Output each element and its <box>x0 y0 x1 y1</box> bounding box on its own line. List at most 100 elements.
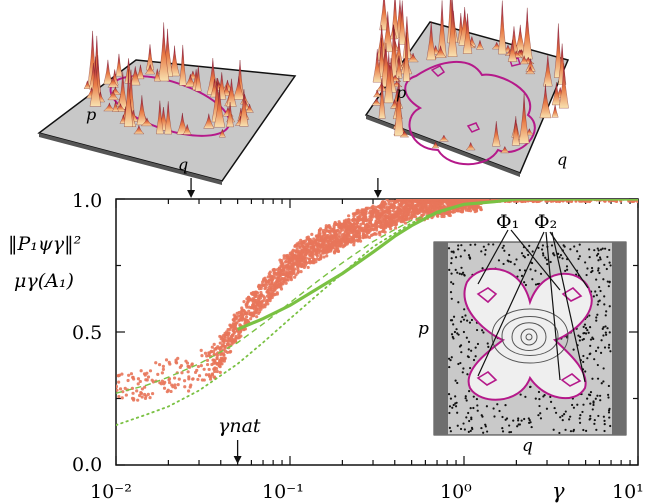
scatter-point <box>171 385 175 389</box>
scatter-point <box>359 222 363 226</box>
inset-dot <box>458 272 461 275</box>
scatter-point <box>297 249 302 253</box>
scatter-point <box>257 307 261 311</box>
inset-dot <box>604 314 607 317</box>
scatter-point <box>439 199 443 203</box>
inset-dot <box>604 331 607 334</box>
scatter-point <box>306 243 310 247</box>
scatter-point <box>279 277 283 281</box>
scatter-point <box>183 385 187 389</box>
top-left-p-label: p <box>86 105 96 124</box>
inset-dot <box>599 351 603 354</box>
inset-dot <box>456 411 459 414</box>
inset-left-bar <box>434 242 448 435</box>
peak <box>543 54 553 87</box>
inset-dot <box>452 323 455 326</box>
scatter-point <box>460 207 464 211</box>
scatter-point <box>220 357 225 362</box>
scatter-point <box>368 206 373 210</box>
inset-dot <box>509 260 512 263</box>
scatter-point <box>406 209 410 214</box>
inset-dot <box>602 380 605 383</box>
top-left-surface-panel: p q <box>37 22 297 185</box>
top-panel-arrows <box>187 178 382 198</box>
inset-dot <box>452 282 455 285</box>
inset-dot <box>550 244 554 247</box>
peak <box>103 59 113 85</box>
scatter-point <box>433 207 438 211</box>
scatter-point <box>316 251 321 255</box>
scatter-point <box>225 350 230 354</box>
peak <box>492 121 501 147</box>
scatter-point <box>268 278 272 282</box>
inset-dot <box>578 243 581 246</box>
scatter-point <box>401 210 405 215</box>
scatter-point <box>337 225 341 229</box>
scatter-point <box>276 272 280 276</box>
top-right-curve <box>404 61 536 166</box>
peak <box>398 0 406 45</box>
inset-dot <box>606 255 609 259</box>
scatter-point <box>232 318 236 322</box>
inset-dot <box>597 269 600 272</box>
peak <box>447 0 458 57</box>
peak <box>112 101 119 112</box>
peak <box>402 16 412 59</box>
scatter-point <box>131 375 135 379</box>
scatter-point <box>186 389 191 393</box>
inset-dot <box>597 259 600 262</box>
scatter-point <box>435 199 439 202</box>
scatter-point <box>282 279 286 284</box>
scatter-point <box>242 300 246 304</box>
scatter-point <box>436 214 440 218</box>
peak <box>518 93 530 144</box>
inset-dot <box>523 256 527 259</box>
scatter-point <box>230 340 234 344</box>
scatter-point <box>374 205 378 209</box>
scatter-point <box>227 338 232 342</box>
inset-dot <box>583 331 586 335</box>
inset-dot <box>606 280 609 283</box>
scatter-point <box>249 291 254 295</box>
y-label-measure: μγ(A₁) <box>14 270 74 292</box>
inset-dot <box>603 263 606 266</box>
scatter-point <box>345 240 349 245</box>
scatter-point <box>117 380 121 384</box>
inset-dot <box>528 419 531 422</box>
inset-dot <box>602 334 605 337</box>
peak <box>437 0 447 57</box>
inset-dot <box>468 256 472 260</box>
inset-dot <box>572 348 575 351</box>
scatter-point <box>226 336 230 340</box>
inset-dot <box>450 262 453 265</box>
scatter-point <box>154 361 158 365</box>
peak <box>500 145 510 154</box>
inset-dot <box>549 260 552 264</box>
scatter-point <box>446 204 450 208</box>
inset-dot <box>602 367 605 370</box>
inset-dot <box>463 249 466 252</box>
scatter-point <box>372 223 376 228</box>
scatter-point <box>138 393 142 398</box>
inset-dot <box>508 431 511 434</box>
peak <box>118 71 128 110</box>
scatter-point <box>280 259 284 263</box>
inset-dot <box>604 325 607 328</box>
scatter-point <box>296 254 300 258</box>
scatter-point <box>136 398 140 402</box>
inset-dot <box>582 354 585 358</box>
inset-dot <box>549 395 552 399</box>
scatter-point <box>217 346 221 350</box>
scatter-point <box>246 298 251 302</box>
scatter-point <box>433 199 437 202</box>
inset-dot <box>485 405 488 408</box>
peak <box>434 45 447 58</box>
inset-dot <box>492 243 495 246</box>
scatter-point <box>143 392 147 397</box>
inset-dot <box>467 254 471 257</box>
scatter-point <box>302 265 306 270</box>
scatter-point <box>362 226 366 230</box>
inset-dot <box>448 268 451 271</box>
scatter-point <box>283 276 287 281</box>
scatter-point <box>328 239 332 243</box>
